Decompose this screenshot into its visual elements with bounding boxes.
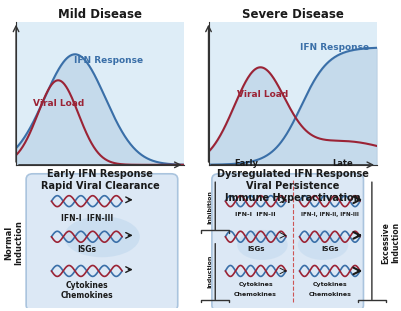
Text: Viral Load: Viral Load xyxy=(237,90,288,99)
Text: ISGs: ISGs xyxy=(247,246,264,252)
Text: IFN Response: IFN Response xyxy=(74,56,143,65)
Text: Cytokines: Cytokines xyxy=(238,282,273,287)
Text: Cytokines: Cytokines xyxy=(312,282,347,287)
Text: Inhibition: Inhibition xyxy=(208,190,213,224)
FancyBboxPatch shape xyxy=(26,174,178,311)
Title: Mild Disease: Mild Disease xyxy=(58,7,142,21)
Text: Induction: Induction xyxy=(208,254,213,288)
Ellipse shape xyxy=(298,230,348,260)
Ellipse shape xyxy=(64,216,140,257)
Text: Dysregulated IFN Response
Viral Persistence
Immune Hyperactivation: Dysregulated IFN Response Viral Persiste… xyxy=(217,169,369,203)
Text: IFN Response: IFN Response xyxy=(300,43,369,52)
Text: IFN-I  IFN-II: IFN-I IFN-II xyxy=(235,212,276,217)
Text: IFN-I, IFN-II, IFN-III: IFN-I, IFN-II, IFN-III xyxy=(301,212,359,217)
Text: Viral Load: Viral Load xyxy=(32,99,84,108)
Ellipse shape xyxy=(237,230,288,260)
Text: IFN-I  IFN-III: IFN-I IFN-III xyxy=(61,215,113,223)
Text: Normal
Induction: Normal Induction xyxy=(4,220,24,265)
Text: Excessive
Induction: Excessive Induction xyxy=(381,222,401,263)
Text: Late: Late xyxy=(332,159,353,168)
Title: Severe Disease: Severe Disease xyxy=(242,7,344,21)
Text: ISGs: ISGs xyxy=(321,246,338,252)
Text: Chemokines: Chemokines xyxy=(61,291,113,300)
FancyBboxPatch shape xyxy=(212,174,363,311)
Text: Early IFN Response
Rapid Viral Clearance: Early IFN Response Rapid Viral Clearance xyxy=(41,169,160,191)
Text: Chemokines: Chemokines xyxy=(308,292,351,297)
Text: Cytokines: Cytokines xyxy=(65,281,108,290)
Text: Chemokines: Chemokines xyxy=(234,292,277,297)
Text: Early: Early xyxy=(235,159,259,168)
Text: ISGs: ISGs xyxy=(77,244,96,253)
